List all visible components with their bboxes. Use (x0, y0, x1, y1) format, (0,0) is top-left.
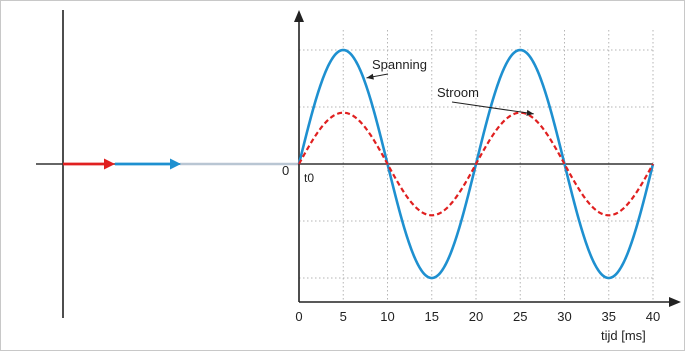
x-tick-label-2: 10 (380, 309, 394, 324)
x-tick-label-3: 15 (425, 309, 439, 324)
series-stroom (298, 111, 654, 217)
x-tick-label-7: 35 (602, 309, 616, 324)
annotation-leader-1 (451, 101, 534, 115)
x-tick-label-8: 40 (646, 309, 660, 324)
grid (299, 30, 654, 302)
spanning-phasor-arrowhead (170, 158, 181, 170)
y-axis-arrowhead (294, 10, 304, 22)
x-tick-label-5: 25 (513, 309, 527, 324)
annotation-stroom: Stroom (437, 85, 479, 100)
annotation-spanning: Spanning (372, 57, 427, 72)
curves (297, 48, 655, 280)
x-tick-label-4: 20 (469, 309, 483, 324)
x-tick-label-0: 0 (295, 309, 302, 324)
origin-label: 0 (282, 163, 289, 178)
annotation-arrowhead-0 (366, 73, 374, 80)
x-axis-label: tijd [ms] (601, 328, 646, 343)
x-ticks: 0 5 10 15 20 25 30 35 40 (295, 309, 660, 324)
t0-label: t0 (304, 171, 314, 185)
x-tick-label-1: 5 (340, 309, 347, 324)
x-tick-label-6: 30 (557, 309, 571, 324)
annotation-arrowhead-1 (526, 109, 534, 116)
stroom-phasor-arrowhead (104, 158, 115, 170)
annotations: Spanning Stroom (366, 57, 534, 116)
x-axis-arrowhead (669, 297, 681, 307)
